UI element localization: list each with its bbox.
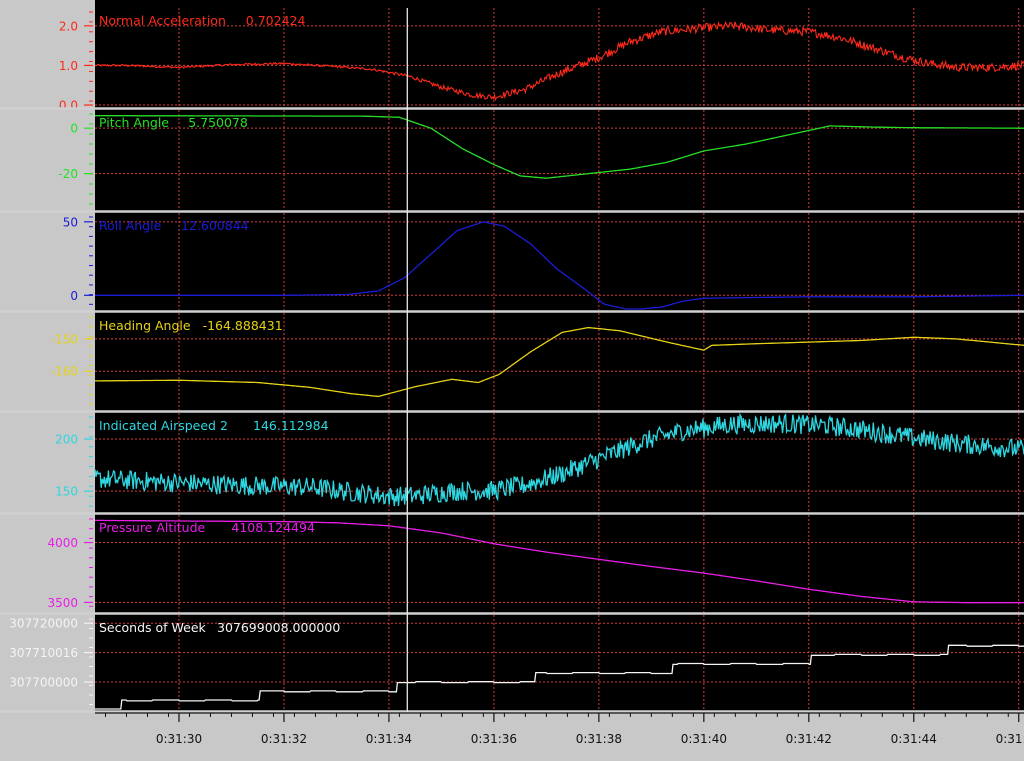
y-tick-label: 200 <box>55 433 78 447</box>
y-tick-label: 1.0 <box>59 59 78 73</box>
y-tick-label: -150 <box>51 332 78 346</box>
series-line <box>95 644 1024 710</box>
panel-value: 4108.124494 <box>231 520 315 535</box>
y-tick-label: 307700000 <box>9 676 78 690</box>
y-tick-label: -160 <box>51 365 78 379</box>
x-tick-label: 0:31:44 <box>891 732 937 746</box>
y-tick-label: 150 <box>55 485 78 499</box>
plot-background <box>95 0 1024 713</box>
panel-value: 12.600844 <box>181 218 249 233</box>
y-tick-label: 0.0 <box>59 99 78 113</box>
panel-indicated-airspeed-2: 200 150 Indicated Airspeed 2 146.112984 <box>55 412 1024 512</box>
x-tick-label: 0:31:34 <box>366 732 412 746</box>
x-tick-label: 0:31:38 <box>576 732 622 746</box>
panel-title: Indicated Airspeed 2 <box>99 418 228 433</box>
panel-title: Roll Angle <box>99 218 162 233</box>
panel-value: 307699008.000000 <box>217 620 340 635</box>
panel-seconds-of-week: 307720000 307710016 307700000 Seconds of We… <box>9 615 1024 710</box>
x-tick-label: 0:31:42 <box>786 732 832 746</box>
panel-value: 5.750078 <box>188 115 248 130</box>
panel-value: 146.112984 <box>253 418 329 433</box>
x-tick-label: 0:31:30 <box>156 732 202 746</box>
panel-title: Heading Angle <box>99 318 191 333</box>
series-line <box>95 221 1024 310</box>
series-line <box>95 115 1024 179</box>
series-line <box>95 519 1024 604</box>
panel-title: Normal Acceleration <box>99 13 226 28</box>
y-tick-label: 0 <box>70 289 78 303</box>
panel-value: -164.888431 <box>203 318 283 333</box>
y-tick-label: 307720000 <box>9 617 78 631</box>
y-tick-label: 2.0 <box>59 19 78 33</box>
y-tick-label: -20 <box>58 167 78 181</box>
x-tick-label: 0:31:32 <box>261 732 307 746</box>
panel-pitch-angle: 0 -20 Pitch Angle 5.750078 <box>58 110 1024 210</box>
x-tick-label: 0:31:36 <box>471 732 517 746</box>
panel-roll-angle: 50 0 Roll Angle 12.600844 <box>63 213 1024 310</box>
panel-title: Pitch Angle <box>99 115 169 130</box>
series-line <box>94 412 1024 507</box>
x-tick-label: 0:31:40 <box>681 732 727 746</box>
panel-title: Seconds of Week <box>99 620 207 635</box>
y-tick-label: 4000 <box>47 536 78 550</box>
panel-value: 0.702424 <box>246 13 306 28</box>
panel-normal-acceleration: 2.0 1.0 0.0 Normal Acceleration 0.702424 <box>59 8 1024 113</box>
y-tick-label: 50 <box>63 215 78 229</box>
x-tick-label: 0:31:46 <box>996 732 1024 746</box>
panel-heading-angle: -150 -160 Heading Angle -164.888431 <box>51 313 1024 410</box>
series-line <box>95 326 1024 398</box>
y-tick-label: 3500 <box>47 596 78 610</box>
panel-pressure-altitude: 4000 3500 Pressure Altitude 4108.124494 <box>47 515 1024 612</box>
panel-title: Pressure Altitude <box>99 520 206 535</box>
y-tick-label: 307710016 <box>9 646 78 660</box>
series-line <box>94 20 1024 102</box>
y-tick-label: 0 <box>70 122 78 136</box>
